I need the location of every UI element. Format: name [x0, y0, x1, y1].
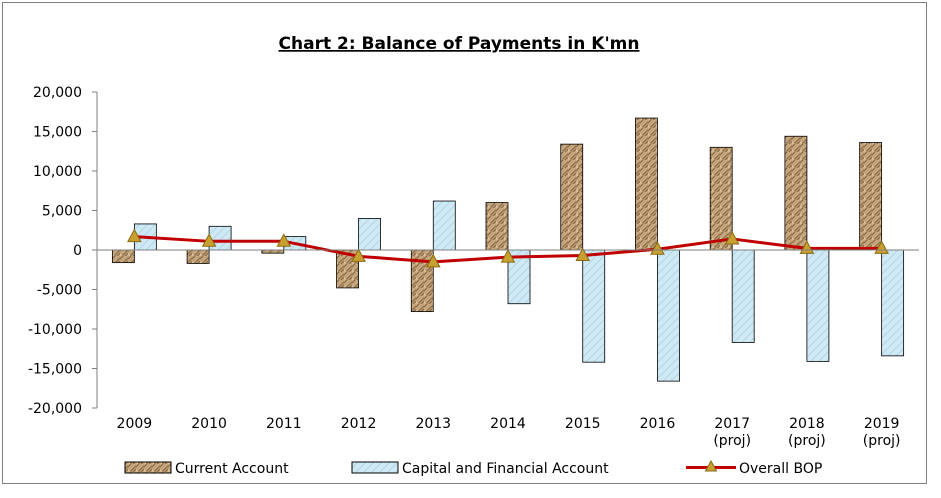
- y-tick-label: -10,000: [28, 322, 82, 338]
- capital-financial-account-bar: [358, 217, 381, 251]
- current-account-bar: [709, 146, 733, 251]
- y-tick-label: 15,000: [33, 125, 82, 141]
- overall-bop-marker: [201, 233, 217, 247]
- legend-label-overall-bop: Overall BOP: [739, 461, 822, 477]
- x-tick-label: 2016: [640, 416, 676, 432]
- chart-title: Chart 2: Balance of Payments in K'mn: [279, 34, 640, 54]
- x-tick-label: 2009: [117, 416, 153, 432]
- y-tick-label: 10,000: [33, 164, 82, 180]
- x-tick-label: 2010: [191, 416, 227, 432]
- x-axis: 2009 2010 2011 2012 2013 2014 2015 2016 2017(pro…: [97, 249, 919, 449]
- y-tick-label: 0: [73, 243, 82, 259]
- y-tick-label: -15,000: [28, 362, 82, 378]
- capital-financial-account-bar: [582, 249, 606, 363]
- overall-bop-marker: [500, 249, 516, 263]
- current-account-bar: [859, 142, 883, 251]
- legend-label-current-account: Current Account: [175, 461, 289, 477]
- overall-bop-marker: [724, 230, 740, 245]
- y-tick-label: -20,000: [28, 401, 82, 417]
- legend-swatch-capital-financial-account: [351, 461, 399, 474]
- legend: Current Account Capital and Financial Ac…: [124, 459, 822, 477]
- overall-bop-marker: [127, 228, 142, 243]
- x-tick-label: 2014: [490, 416, 526, 432]
- current-account-bar: [635, 117, 658, 251]
- overall-bop-marker: [650, 241, 665, 255]
- current-account-bar: [186, 249, 210, 264]
- x-tick-label: 2017: [714, 416, 750, 432]
- overall-bop-marker: [351, 248, 366, 262]
- legend-marker-overall-bop: [704, 459, 718, 472]
- current-account-bar: [485, 202, 509, 251]
- legend-label-capital-financial-account: Capital and Financial Account: [402, 461, 609, 477]
- x-tick-label: 2011: [266, 416, 302, 432]
- x-tick-label: 2012: [341, 416, 377, 432]
- legend-swatch-current-account: [124, 461, 172, 474]
- capital-financial-account-bar: [657, 249, 680, 382]
- x-tick-label: 2019: [864, 416, 900, 432]
- y-tick-label: -5,000: [37, 283, 82, 299]
- y-axis: 20,000 15,000 10,000 5,000 0 -5,000 -10,000 -15…: [28, 85, 98, 417]
- overall-bop-marker: [425, 253, 441, 268]
- current-account-bar: [560, 143, 584, 251]
- capital-financial-account-bar: [806, 249, 830, 362]
- y-tick-label: 20,000: [33, 85, 82, 101]
- x-tick-label: (proj): [863, 433, 901, 449]
- overall-bop-marker: [575, 247, 591, 262]
- capital-financial-account-bar: [881, 249, 905, 357]
- x-tick-label: 2018: [789, 416, 825, 432]
- y-tick-label: 5,000: [42, 204, 82, 220]
- x-tick-label: (proj): [788, 433, 826, 449]
- capital-financial-account-bar: [731, 249, 755, 343]
- current-account-bar: [111, 249, 135, 264]
- overall-bop-marker: [276, 233, 292, 247]
- current-account-bar: [784, 135, 808, 251]
- x-tick-label: 2013: [415, 416, 451, 432]
- x-tick-label: 2015: [565, 416, 601, 432]
- x-tick-label: (proj): [713, 433, 751, 449]
- capital-financial-account-bar: [432, 200, 456, 251]
